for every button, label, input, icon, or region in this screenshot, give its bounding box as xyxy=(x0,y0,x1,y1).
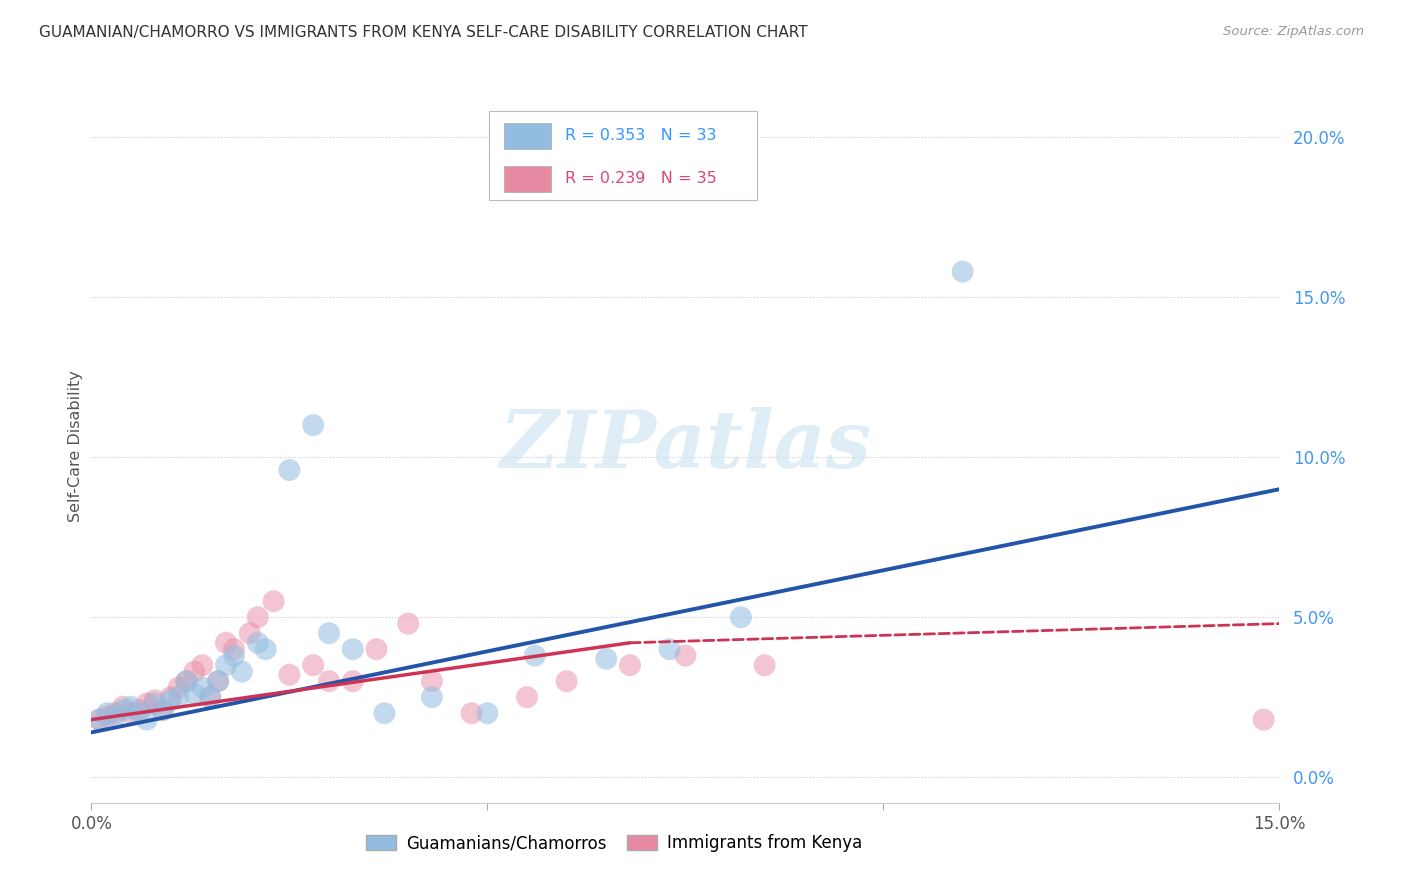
Point xyxy=(342,674,364,689)
Point xyxy=(176,674,198,689)
Point xyxy=(207,674,229,689)
Text: R = 0.353   N = 33: R = 0.353 N = 33 xyxy=(565,128,717,143)
Point xyxy=(207,674,229,689)
Point xyxy=(952,264,974,278)
FancyBboxPatch shape xyxy=(503,166,551,192)
Point xyxy=(120,699,142,714)
Point xyxy=(176,674,198,689)
Point xyxy=(96,706,118,721)
Point xyxy=(159,693,181,707)
Point xyxy=(278,463,301,477)
Point xyxy=(239,626,262,640)
Point xyxy=(318,674,340,689)
Point xyxy=(120,706,142,721)
Legend: Guamanians/Chamorros, Immigrants from Kenya: Guamanians/Chamorros, Immigrants from Ke… xyxy=(360,828,869,859)
Point xyxy=(366,642,388,657)
Text: ZIPatlas: ZIPatlas xyxy=(499,408,872,484)
Point xyxy=(619,658,641,673)
Text: Source: ZipAtlas.com: Source: ZipAtlas.com xyxy=(1223,25,1364,38)
Point xyxy=(104,706,127,721)
Point xyxy=(104,709,127,723)
Point xyxy=(246,636,269,650)
Point xyxy=(278,668,301,682)
Point xyxy=(595,652,617,666)
Point xyxy=(460,706,482,721)
Point xyxy=(112,703,135,717)
Point xyxy=(96,709,118,723)
Point xyxy=(191,681,214,695)
Point xyxy=(516,690,538,705)
Point xyxy=(183,687,205,701)
Point xyxy=(302,658,325,673)
Point xyxy=(89,713,111,727)
FancyBboxPatch shape xyxy=(489,111,756,200)
Point xyxy=(555,674,578,689)
Point xyxy=(342,642,364,657)
Point xyxy=(143,693,166,707)
Point xyxy=(420,690,443,705)
Point xyxy=(89,713,111,727)
Point xyxy=(730,610,752,624)
Point xyxy=(396,616,419,631)
Point xyxy=(420,674,443,689)
Point xyxy=(246,610,269,624)
Point xyxy=(128,706,150,721)
Point xyxy=(658,642,681,657)
Point xyxy=(1253,713,1275,727)
Point xyxy=(215,658,238,673)
Point xyxy=(673,648,696,663)
Point xyxy=(112,699,135,714)
Point xyxy=(200,690,222,705)
Point xyxy=(159,690,181,705)
Point xyxy=(373,706,395,721)
Point xyxy=(477,706,499,721)
Point xyxy=(152,703,174,717)
Text: R = 0.239   N = 35: R = 0.239 N = 35 xyxy=(565,171,717,186)
FancyBboxPatch shape xyxy=(503,122,551,148)
Point xyxy=(754,658,776,673)
Point xyxy=(191,658,214,673)
Point xyxy=(263,594,285,608)
Point xyxy=(143,697,166,711)
Point xyxy=(135,697,157,711)
Point xyxy=(222,642,245,657)
Point xyxy=(523,648,546,663)
Point xyxy=(231,665,253,679)
Point xyxy=(128,703,150,717)
Point xyxy=(200,690,222,705)
Point xyxy=(318,626,340,640)
Point xyxy=(135,713,157,727)
Y-axis label: Self-Care Disability: Self-Care Disability xyxy=(67,370,83,522)
Point xyxy=(302,418,325,433)
Point xyxy=(167,681,190,695)
Point xyxy=(152,703,174,717)
Text: GUAMANIAN/CHAMORRO VS IMMIGRANTS FROM KENYA SELF-CARE DISABILITY CORRELATION CHA: GUAMANIAN/CHAMORRO VS IMMIGRANTS FROM KE… xyxy=(39,25,808,40)
Point xyxy=(183,665,205,679)
Point xyxy=(167,690,190,705)
Point xyxy=(254,642,277,657)
Point xyxy=(222,648,245,663)
Point xyxy=(215,636,238,650)
